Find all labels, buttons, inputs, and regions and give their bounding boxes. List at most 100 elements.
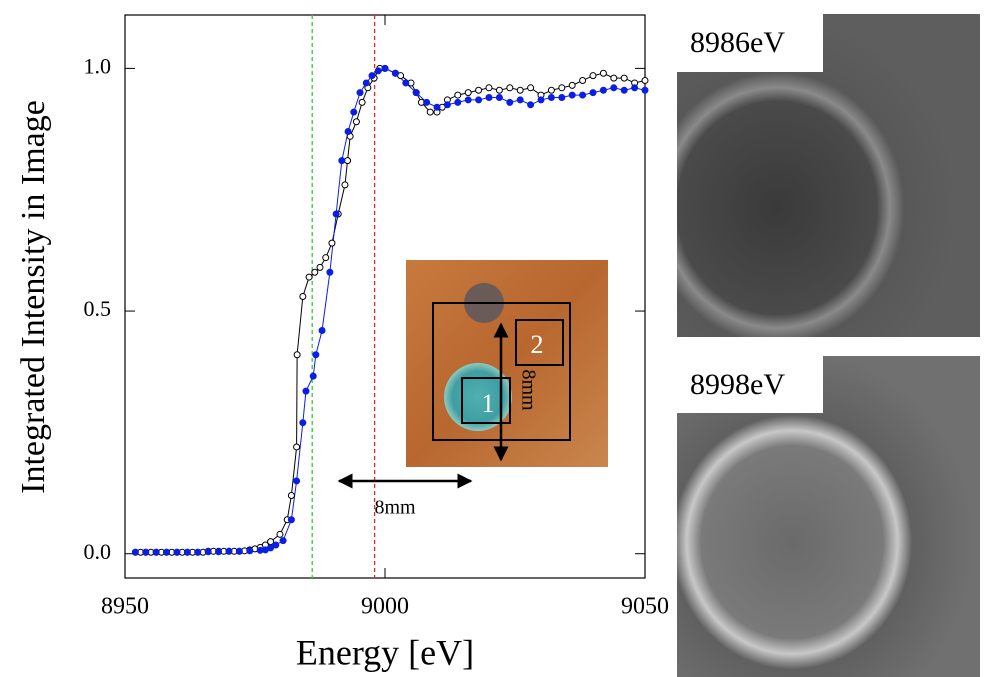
- data-point: [300, 294, 306, 300]
- data-point: [312, 269, 318, 275]
- data-point: [528, 85, 534, 91]
- data-point: [496, 95, 502, 101]
- data-point: [184, 549, 190, 555]
- data-point: [351, 109, 357, 115]
- data-point: [288, 492, 294, 498]
- data-point: [444, 102, 450, 108]
- data-point: [195, 549, 201, 555]
- data-point: [600, 87, 606, 93]
- data-point: [559, 95, 565, 101]
- data-point: [294, 352, 300, 358]
- image-label: 8986eV: [690, 26, 785, 59]
- data-point: [548, 87, 554, 93]
- data-point: [313, 352, 319, 358]
- data-point: [413, 90, 419, 96]
- data-point: [580, 78, 586, 84]
- data-point: [143, 549, 149, 555]
- data-point: [611, 85, 617, 91]
- data-point: [632, 85, 638, 91]
- data-point: [600, 70, 606, 76]
- data-point: [280, 538, 286, 544]
- data-point: [569, 82, 575, 88]
- data-point: [538, 97, 544, 103]
- data-point: [273, 542, 279, 548]
- data-point: [424, 99, 430, 105]
- data-point: [569, 92, 575, 98]
- scale-label: 8mm: [374, 497, 416, 519]
- data-point: [496, 87, 502, 93]
- data-point: [642, 78, 648, 84]
- x-tick-label: 9000: [361, 594, 409, 620]
- region-label: 1: [482, 389, 495, 418]
- data-point: [427, 109, 433, 115]
- data-point: [363, 80, 369, 86]
- data-point: [345, 158, 351, 164]
- data-point: [345, 128, 351, 134]
- data-point: [528, 102, 534, 108]
- y-tick-label: 0.5: [84, 296, 112, 321]
- data-point: [333, 211, 339, 217]
- data-point: [517, 97, 523, 103]
- image-label: 8998eV: [690, 368, 785, 401]
- data-point: [357, 90, 363, 96]
- data-point: [306, 274, 312, 280]
- scale-label: 8mm: [517, 369, 539, 411]
- data-point: [476, 97, 482, 103]
- data-point: [247, 548, 253, 554]
- data-point: [236, 548, 242, 554]
- region-label: 2: [531, 330, 544, 359]
- data-point: [164, 549, 170, 555]
- data-point: [375, 68, 381, 74]
- data-point: [611, 75, 617, 81]
- data-point: [580, 92, 586, 98]
- data-point: [294, 444, 300, 450]
- data-point: [507, 99, 513, 105]
- data-point: [369, 73, 375, 79]
- data-point: [434, 104, 440, 110]
- data-point: [329, 240, 335, 246]
- data-point: [294, 478, 300, 484]
- data-point: [288, 517, 294, 523]
- data-point: [339, 158, 345, 164]
- data-point: [300, 420, 306, 426]
- data-point: [317, 264, 323, 270]
- data-point: [205, 549, 211, 555]
- data-point: [303, 388, 309, 394]
- data-point: [590, 73, 596, 79]
- data-point: [476, 87, 482, 93]
- data-point: [342, 182, 348, 188]
- x-axis-title: Energy [eV]: [296, 632, 474, 672]
- data-point: [153, 549, 159, 555]
- x-tick-label: 8950: [101, 594, 149, 620]
- data-point: [327, 269, 333, 275]
- x-tick-label: 9050: [621, 594, 669, 620]
- data-point: [174, 549, 180, 555]
- data-point: [310, 373, 316, 379]
- data-point: [465, 97, 471, 103]
- data-point: [132, 549, 138, 555]
- data-point: [353, 119, 359, 125]
- chart: 8986eV 8998eV 0.0 0.5 1.0 8950 9000 9050 2 1 …: [0, 0, 989, 677]
- data-point: [226, 548, 232, 554]
- data-point: [382, 65, 388, 71]
- data-point: [455, 92, 461, 98]
- data-point: [517, 87, 523, 93]
- data-point: [559, 85, 565, 91]
- y-tick-label: 0.0: [84, 539, 112, 564]
- data-point: [486, 95, 492, 101]
- y-tick-label: 1.0: [84, 53, 112, 78]
- data-point: [642, 87, 648, 93]
- inset-photo: 2 1 8mm: [406, 260, 608, 467]
- data-point: [507, 85, 513, 91]
- data-point: [403, 80, 409, 86]
- data-point: [486, 85, 492, 91]
- data-point: [465, 90, 471, 96]
- data-point: [216, 549, 222, 555]
- data-point: [392, 70, 398, 76]
- data-point: [548, 95, 554, 101]
- data-point: [319, 327, 325, 333]
- data-point: [621, 87, 627, 93]
- data-point: [621, 75, 627, 81]
- data-point: [455, 99, 461, 105]
- y-axis-title: Integrated Intensity in Image: [15, 100, 52, 494]
